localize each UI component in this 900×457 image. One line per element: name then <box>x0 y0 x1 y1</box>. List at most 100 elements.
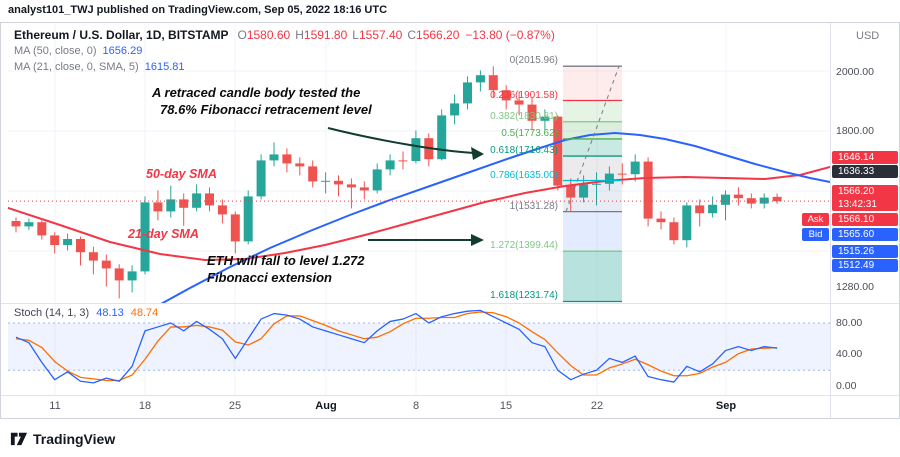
symbol-title[interactable]: Ethereum / U.S. Dollar, 1D, BITSTAMP <box>14 28 229 42</box>
ma50-legend-row[interactable]: MA (50, close, 0) 1656.29 <box>14 43 555 59</box>
candle-body <box>217 205 227 215</box>
ma21-value: 1615.81 <box>144 61 185 73</box>
candle-body <box>721 194 730 205</box>
stoch-band <box>8 323 830 371</box>
candle-body <box>50 235 60 245</box>
candle-body <box>708 204 718 214</box>
time-axis-separator <box>1 395 899 396</box>
candle-body <box>114 268 124 281</box>
fib-band-0.5 <box>563 138 622 157</box>
low-value: 1557.40 <box>358 28 403 42</box>
stoch-d-value: 48.74 <box>130 307 159 319</box>
tradingview-logo-icon[interactable] <box>9 429 28 448</box>
candle-body <box>334 180 343 185</box>
candle-body <box>76 239 85 253</box>
price-tag-1512.49: 1512.49 <box>832 259 898 272</box>
candle-body <box>308 166 318 182</box>
symbol-legend-row[interactable]: Ethereum / U.S. Dollar, 1D, BITSTAMP O158… <box>14 27 555 43</box>
annotation-extension-note: ETH will fall to level 1.272 Fibonacci e… <box>207 252 365 286</box>
stoch-label[interactable]: Stoch (14, 1, 3) <box>14 307 90 319</box>
candle-body <box>656 218 666 223</box>
candle-body <box>101 260 111 269</box>
open-label: O <box>237 28 247 42</box>
stoch-pane <box>8 309 830 384</box>
candle-body <box>295 163 305 167</box>
candle-body <box>566 185 576 198</box>
candle-body <box>553 116 563 186</box>
fib-label-0.618: 0.618(1716.43) <box>490 145 558 157</box>
time-tick-15: 15 <box>499 400 513 412</box>
candle-body <box>256 160 266 197</box>
price-tag-1636.33: 1636.33 <box>832 165 898 178</box>
ma50-label[interactable]: MA (50, close, 0) <box>14 45 97 57</box>
candle-body <box>282 154 292 164</box>
annotation-arrowhead-2 <box>471 234 484 246</box>
tradingview-brand-text[interactable]: TradingView <box>33 430 116 447</box>
candle-body <box>179 199 189 208</box>
candle-body <box>617 173 627 175</box>
low-label: L <box>352 28 359 42</box>
price-axis-currency[interactable]: USD <box>856 30 880 42</box>
axis-tick-0.00: 0.00 <box>836 380 857 392</box>
candle-body <box>63 239 73 245</box>
fib-band-0.236 <box>563 100 622 122</box>
candle-body <box>514 100 524 105</box>
candle-body <box>630 161 640 175</box>
fib-label-0.236: 0.236(1901.58) <box>490 89 558 101</box>
candle-body <box>604 173 614 184</box>
label-50-day-sma: 50-day SMA <box>146 167 217 181</box>
candle-body <box>359 187 369 191</box>
price-tag-prefix-bid: Bid <box>802 228 829 241</box>
candle-body <box>643 161 653 219</box>
candle-body <box>127 271 137 281</box>
main-pane <box>8 65 830 303</box>
annotation-retracement-note: A retraced candle body tested the 78.6% … <box>152 84 372 118</box>
candle-body <box>450 103 460 116</box>
candle-body <box>166 199 176 212</box>
price-axis-separator[interactable] <box>830 23 831 418</box>
high-value: 1591.80 <box>303 28 348 42</box>
candle-body <box>527 104 537 121</box>
price-tag-prefix-ask: Ask <box>802 213 829 226</box>
annotation-retracement-line2: 78.6% Fibonacci retracement level <box>160 102 372 117</box>
candle-body <box>411 138 421 161</box>
fib-band-0.382 <box>563 121 622 139</box>
open-value: 1580.60 <box>246 28 291 42</box>
candle-body <box>243 196 253 242</box>
time-tick-18: 18 <box>138 400 152 412</box>
fib-label-0: 0(2015.96) <box>509 55 558 67</box>
label-21-day-sma: 21-day SMA <box>128 227 199 241</box>
candle-body <box>88 252 98 261</box>
candle-body <box>321 180 331 182</box>
stoch-k-line <box>15 309 778 384</box>
axis-tick-40.00: 40.00 <box>836 348 863 360</box>
candle-body <box>372 169 382 191</box>
candle-body <box>695 205 705 214</box>
annotation-extension-line1: ETH will fall to level 1.272 <box>207 253 365 268</box>
pane-separator[interactable] <box>1 303 899 304</box>
tradingview-footer[interactable]: TradingView <box>9 429 115 448</box>
price-tag-1565.60: 1565.60 <box>832 228 898 241</box>
ma-21-line-blue <box>160 132 830 303</box>
candle-body <box>733 194 743 199</box>
stoch-d-line <box>15 311 778 382</box>
attribution-text[interactable]: analyst101_TWJ published on TradingView.… <box>8 4 388 16</box>
candle-body <box>463 82 472 104</box>
candle-body <box>682 205 692 241</box>
fib-label-1.618: 1.618(1231.74) <box>490 290 558 302</box>
high-label: H <box>295 28 304 42</box>
ma21-legend-row[interactable]: MA (21, close, 0, SMA, 5) 1615.81 <box>14 59 555 75</box>
close-value: 1566.20 <box>416 28 460 42</box>
candle-body <box>269 154 279 161</box>
candle-body <box>37 222 47 236</box>
candle-body <box>437 115 447 160</box>
stoch-k-value: 48.13 <box>96 307 124 319</box>
candle-body <box>540 116 550 121</box>
candle-body <box>579 184 589 198</box>
ma21-label[interactable]: MA (21, close, 0, SMA, 5) <box>14 61 139 73</box>
price-tag-1566.20: 1566.20 13:42:31 <box>832 185 898 211</box>
candle-body <box>140 202 150 272</box>
axis-tick-2000.00: 2000.00 <box>836 66 874 78</box>
